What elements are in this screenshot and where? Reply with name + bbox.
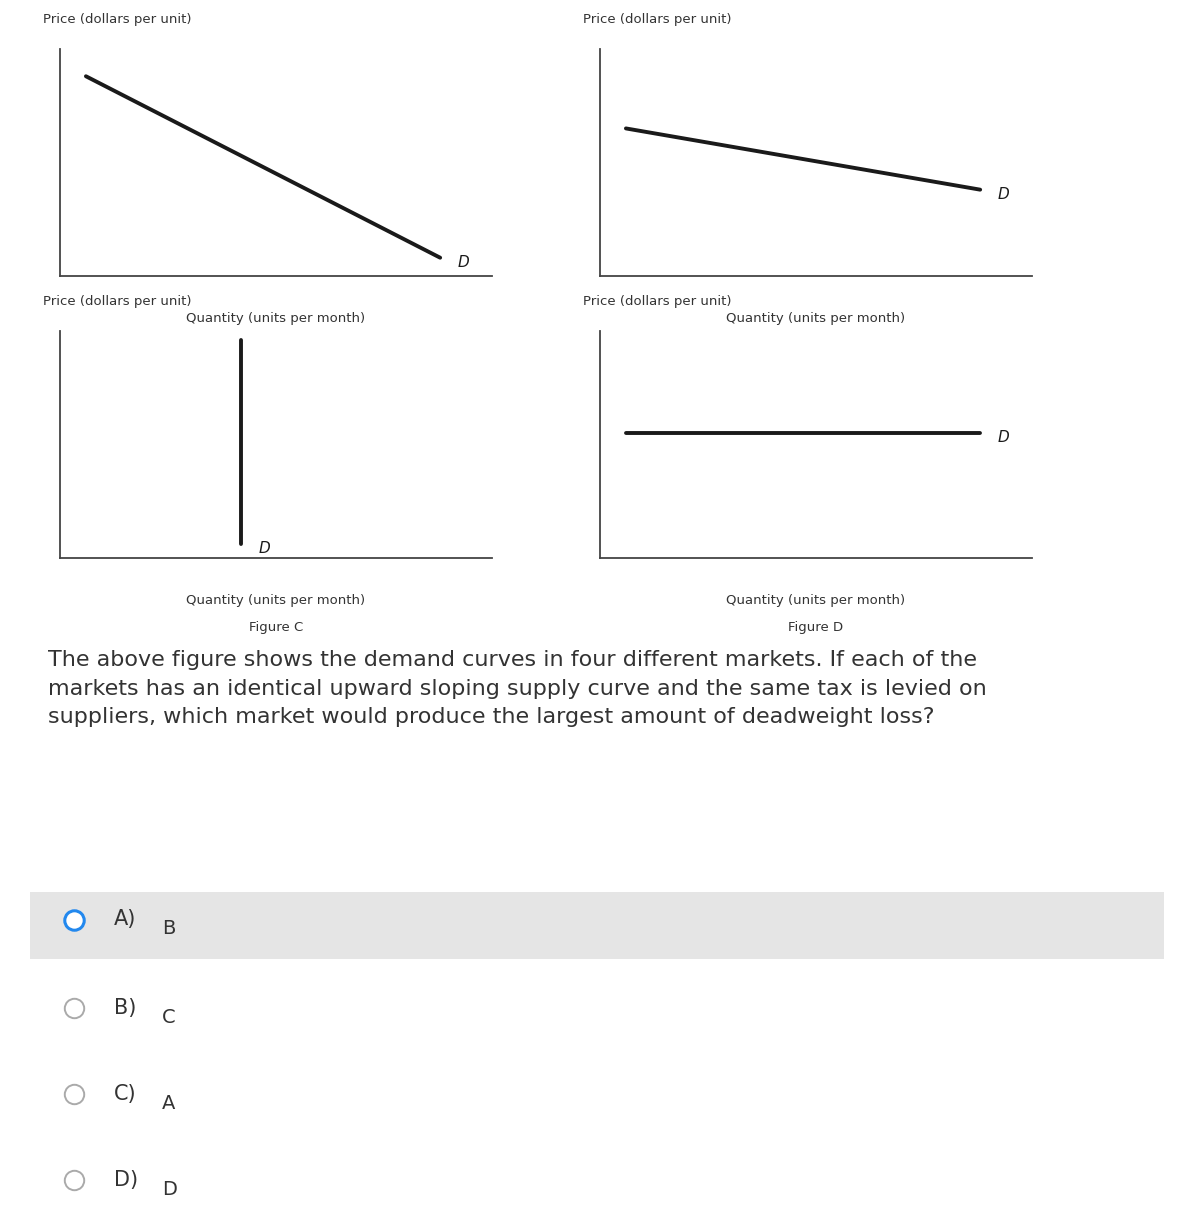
Text: Figure B: Figure B [788, 340, 844, 352]
Text: C: C [162, 1008, 175, 1027]
Text: C): C) [114, 1084, 137, 1105]
Text: D: D [457, 255, 469, 270]
Text: D: D [997, 186, 1009, 202]
Text: B: B [162, 920, 175, 938]
Text: Figure C: Figure C [248, 622, 304, 634]
Text: D: D [997, 430, 1009, 445]
Text: Price (dollars per unit): Price (dollars per unit) [583, 13, 731, 26]
Text: Quantity (units per month): Quantity (units per month) [186, 313, 366, 325]
Text: A: A [162, 1094, 175, 1113]
Text: B): B) [114, 998, 137, 1019]
Text: A): A) [114, 910, 137, 929]
Text: D): D) [114, 1170, 138, 1190]
Text: Quantity (units per month): Quantity (units per month) [186, 595, 366, 607]
Text: Price (dollars per unit): Price (dollars per unit) [43, 295, 191, 308]
Text: Price (dollars per unit): Price (dollars per unit) [583, 295, 731, 308]
Text: Quantity (units per month): Quantity (units per month) [726, 313, 906, 325]
Text: D: D [162, 1179, 176, 1199]
Text: Price (dollars per unit): Price (dollars per unit) [43, 13, 191, 26]
FancyBboxPatch shape [30, 893, 1164, 959]
Text: D: D [259, 541, 270, 557]
Text: Figure D: Figure D [788, 622, 844, 634]
Text: The above figure shows the demand curves in four different markets. If each of t: The above figure shows the demand curves… [48, 650, 986, 727]
Text: Figure A: Figure A [248, 340, 304, 352]
Text: Quantity (units per month): Quantity (units per month) [726, 595, 906, 607]
